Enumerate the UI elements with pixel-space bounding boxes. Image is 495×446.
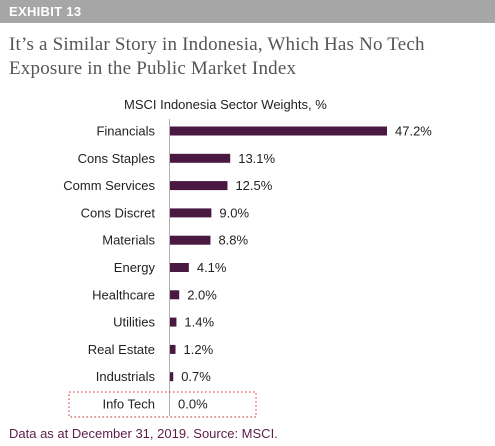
value-label: 8.8% <box>218 233 248 248</box>
chart-subtitle: MSCI Indonesia Sector Weights, % <box>124 97 327 112</box>
category-label: Comm Services <box>63 178 155 193</box>
bar <box>170 317 177 327</box>
highlight-box <box>68 391 257 418</box>
exhibit-label: EXHIBIT 13 <box>9 4 82 19</box>
category-label: Real Estate <box>88 342 155 357</box>
category-label: Industrials <box>96 369 156 384</box>
category-label: Utilities <box>113 315 155 330</box>
category-label: Info Tech <box>102 397 155 412</box>
value-label: 12.5% <box>235 178 272 193</box>
bar <box>170 290 180 300</box>
category-label: Materials <box>102 233 155 248</box>
bar <box>170 153 231 163</box>
exhibit-header-bar: EXHIBIT 13 <box>0 0 495 23</box>
value-label: 2.0% <box>187 287 217 302</box>
bar <box>170 344 176 354</box>
category-label: Cons Staples <box>78 151 156 166</box>
bar <box>170 181 228 191</box>
category-label: Cons Discret <box>81 205 156 220</box>
bar <box>170 372 174 382</box>
chart-title: It’s a Similar Story in Indonesia, Which… <box>9 34 425 79</box>
bar <box>170 235 211 245</box>
value-label: 13.1% <box>238 151 275 166</box>
bar <box>170 263 189 272</box>
value-label: 1.2% <box>184 342 214 357</box>
value-label: 9.0% <box>219 205 249 220</box>
value-label: 1.4% <box>184 315 214 330</box>
bar <box>170 208 212 218</box>
bar <box>170 126 387 136</box>
category-label: Healthcare <box>92 287 155 302</box>
category-label: Energy <box>114 260 156 275</box>
value-label: 47.2% <box>395 124 432 139</box>
value-label: 0.0% <box>178 397 208 412</box>
value-label: 0.7% <box>181 369 211 384</box>
category-label: Financials <box>96 124 155 139</box>
value-label: 4.1% <box>197 260 227 275</box>
source-note: Data as at December 31, 2019. Source: MS… <box>9 426 278 441</box>
